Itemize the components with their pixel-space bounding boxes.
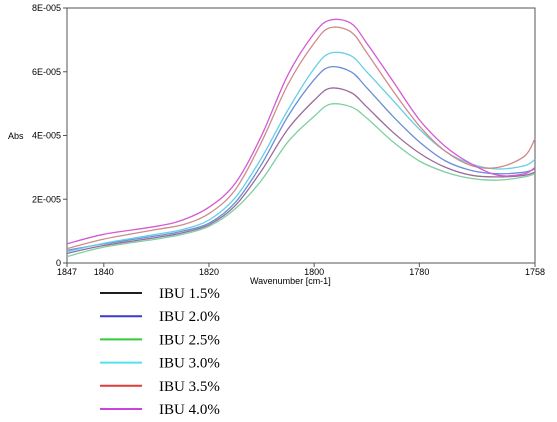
y-tick-label: 8E-005 <box>32 3 61 13</box>
y-tick-label: 2E-005 <box>32 194 61 204</box>
plot-area <box>66 7 536 264</box>
y-axis: 0 2E-005 4E-005 6E-005 8E-005 <box>32 3 67 268</box>
legend-label: IBU 2.0% <box>159 309 220 325</box>
y-tick-label: 4E-005 <box>32 131 61 141</box>
x-axis-label: Wavenumber [cm-1] <box>250 276 331 286</box>
legend-label: IBU 4.0% <box>159 402 220 418</box>
series-line <box>66 26 536 250</box>
x-axis: 1847 1840 1820 1800 1780 1758 <box>57 263 545 277</box>
x-tick-label: 1758 <box>525 267 545 277</box>
legend-label: IBU 3.0% <box>159 356 220 372</box>
series-line <box>66 87 536 255</box>
series-lines <box>66 18 536 258</box>
series-line <box>66 66 536 251</box>
series-line <box>66 18 536 245</box>
y-axis-label: Abs <box>8 131 24 141</box>
y-tick-label: 0 <box>56 258 61 268</box>
series-line <box>66 103 536 258</box>
x-tick-label: 1840 <box>94 267 114 277</box>
legend-label: IBU 1.5% <box>159 286 220 302</box>
x-tick-label: 1780 <box>409 267 429 277</box>
x-tick-label: 1820 <box>199 267 219 277</box>
legend-label: IBU 2.5% <box>159 332 220 348</box>
y-tick-label: 6E-005 <box>32 67 61 77</box>
x-tick-label: 1800 <box>304 267 324 277</box>
x-tick-label: 1847 <box>57 267 77 277</box>
legend-label: IBU 3.5% <box>159 379 220 395</box>
legend: IBU 1.5% IBU 2.0% IBU 2.5% IBU 3.0% IBU 3.5%… <box>100 286 220 418</box>
